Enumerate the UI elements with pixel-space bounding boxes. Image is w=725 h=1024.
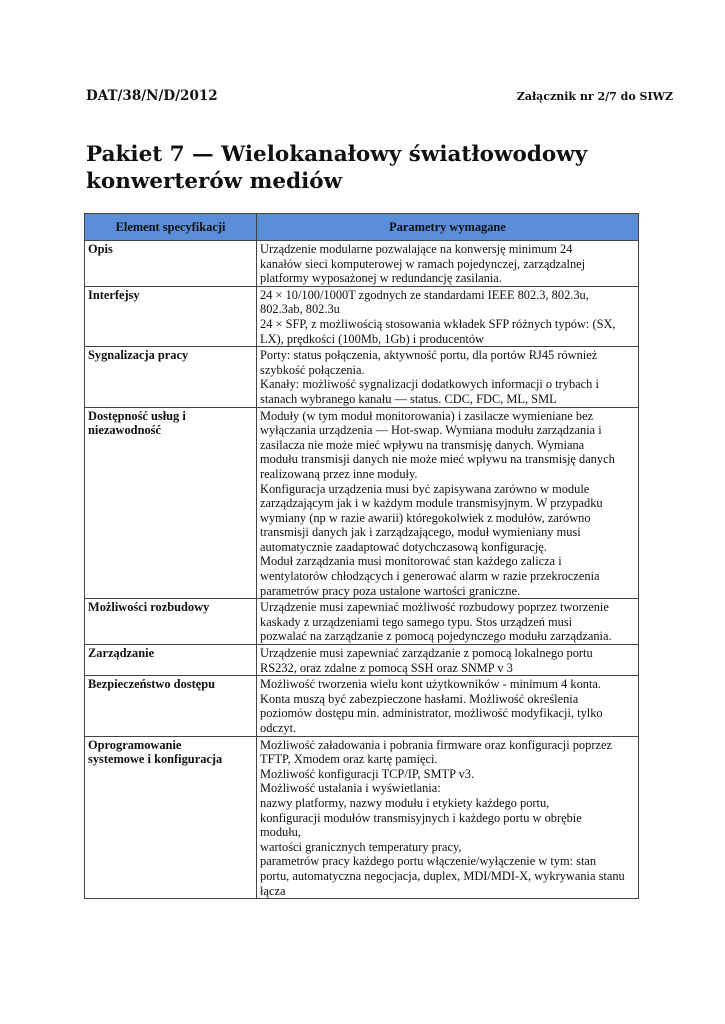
table-row: Sygnalizacja pracy Porty: status połączen… [84,346,639,408]
text-line: RS232, oraz zdalne z pomocą SSH oraz SNM… [260,660,513,675]
text-line: Urządzenie modularne pozwalające na konw… [260,242,573,256]
text-line: pozwalać na zarządzanie z pomocą pojedyn… [260,629,612,644]
spec-element-cell: Możliwości rozbudowy [84,598,257,646]
text-line: Konta muszą być zabezpieczone hasłami. M… [260,691,579,706]
text-line: Moduł zarządzania musi monitorować stan … [260,554,562,569]
text-line: zarządzającym jak i w każdym module tran… [260,496,603,511]
spec-value-cell: Urządzenie musi zapewniać możliwość rozb… [256,598,639,646]
spec-value-cell: Urządzenie modularne pozwalające na konw… [256,240,639,287]
text-line: Możliwość tworzenia wielu kont użytkowni… [260,677,602,692]
spec-element-cell: Opis [84,240,257,287]
spec-element-cell: Dostępność usług i niezawodność [84,406,257,600]
text-line: 24 × SFP, z możliwością stosowania wkład… [260,316,616,331]
text-line: stanach wybranego kanału — status. CDC, … [260,391,557,406]
table-row: Zarządzanie Urządzenie musi zapewniać zar… [84,644,639,677]
text-line: modułu transmisji danych nie może mieć w… [260,452,615,467]
text-line: wymiany (np w razie awarii) któregokolwi… [260,510,591,525]
text-line: parametrów pracy poza ustalone wartości … [260,583,521,598]
text-line: systemowe i konfiguracja [88,752,223,767]
text-line: Urządzenie musi zapewniać zarządzanie z … [260,646,593,661]
text-line: realizowaną przez inne moduły. [260,466,418,481]
text-line: Dostępność usług i [88,408,186,423]
text-line: Moduły (w tym moduł monitorowania) i zas… [260,408,594,423]
text-line: Możliwości rozbudowy [88,600,210,615]
text-line: wartości granicznych temperatury pracy, [260,839,462,854]
spec-value-cell: Możliwość załadowania i pobrania firmwar… [256,735,639,900]
specification-table: Element specyfikacji Parametry wymagane … [84,213,639,900]
column-header-element: Element specyfikacji [84,213,257,241]
text-line: kanałów sieci komputerowej w ramach poje… [260,256,586,271]
spec-value-cell: Porty: status połączenia, aktywność port… [256,346,639,408]
text-line: Możliwość konfiguracji TCP/IP, SMTP v3. [260,766,475,781]
text-line: konfiguracji modułów transmisyjnych i ka… [260,810,582,825]
text-line: Interfejsy [88,287,140,302]
text-line: Zarządzanie [88,646,155,661]
text-line: poziomów dostępu min. administrator, moż… [260,706,603,721]
text-line: Porty: status połączenia, aktywność port… [260,348,598,363]
table-row: Opis Urządzenie modularne pozwalające na … [84,240,639,287]
text-line: LX), prędkości (100Mb, 1Gb) i producentó… [260,331,485,346]
text-line: wentylatorów chłodzących i generować ala… [260,569,600,584]
text-line: Kanały: możliwość sygnalizacji dodatkowy… [260,377,599,392]
table-row: Bezpieczeństwo dostępu Możliwość tworzeni… [84,675,639,737]
text-line: automatycznie zaadaptować dotychczasową … [260,539,547,554]
text-line: niezawodność [88,423,161,438]
text-line: łącza [260,883,286,898]
spec-value-cell: 24 × 10/100/1000T zgodnych ze standardam… [256,285,639,348]
text-line: portu, automatyczna negocjacja, duplex, … [260,868,625,883]
text-line: Możliwość ustalania i wyświetlania: [260,781,441,796]
text-line: TFTP, Xmodem oraz kartę pamięci. [260,752,438,767]
text-line: platformy wyposażonej w redundancję zasi… [260,271,502,286]
text-line: Bezpieczeństwo dostępu [88,677,215,692]
text-line: kaskady z urządzeniami tego samego typu.… [260,614,573,629]
text-line: Konfiguracja urządzenia musi być zapisyw… [260,481,590,496]
document-id: DAT/38/N/D/2012 [86,88,218,104]
table-row: Możliwości rozbudowy Urządzenie musi zape… [84,598,639,646]
spec-element-cell: Interfejsy [84,285,257,348]
spec-element-cell: Zarządzanie [84,644,257,677]
spec-value-cell: Urządzenie musi zapewniać zarządzanie z … [256,644,639,677]
text-line: parametrów pracy każdego portu włączenie… [260,854,597,869]
text-line: wyłączania urządzenia — Hot-swap. Wymian… [260,423,602,438]
text-line: 24 × 10/100/1000T zgodnych ze standardam… [260,287,589,302]
attachment-label: Załącznik nr 2/7 do SIWZ [516,90,673,103]
table-header-row: Element specyfikacji Parametry wymagane [84,213,639,241]
table-row: Interfejsy 24 × 10/100/1000T zgodnych ze … [84,285,639,348]
spec-value-cell: Możliwość tworzenia wielu kont użytkowni… [256,675,639,737]
text-line: Oprogramowanie [88,737,182,752]
text-line: Możliwość załadowania i pobrania firmwar… [260,737,612,752]
text-line: 802.3ab, 802.3u [260,302,340,317]
text-line: Urządzenie musi zapewniać możliwość rozb… [260,600,609,615]
text-line: Opis [88,242,113,256]
column-header-parameters: Parametry wymagane [256,213,639,241]
title-line: konwerterów mediów [86,169,343,194]
spec-element-cell: Sygnalizacja pracy [84,346,257,408]
text-line: odczyt. [260,721,297,735]
text-line: nazwy platformy, nazwy modułu i etykiety… [260,795,550,810]
spec-element-cell: Oprogramowanie systemowe i konfiguracja [84,735,257,900]
spec-element-cell: Bezpieczeństwo dostępu [84,675,257,737]
text-line: szybkość połączenia. [260,362,365,377]
text-line: transmisji danych jak i zarządzającego, … [260,525,581,540]
table-row: Dostępność usług i niezawodność Moduły (w … [84,406,639,600]
spec-value-cell: Moduły (w tym moduł monitorowania) i zas… [256,406,639,600]
text-line: zasilacza nie może mieć wpływu na transm… [260,437,585,452]
text-line: Sygnalizacja pracy [88,348,189,363]
table-row: Oprogramowanie systemowe i konfiguracja Mo… [84,735,639,900]
text-line: modułu, [260,825,301,840]
page-title: Pakiet 7 — Wielokanałowy światłowodowy k… [86,141,646,195]
title-line: Pakiet 7 — Wielokanałowy światłowodowy [86,142,588,167]
